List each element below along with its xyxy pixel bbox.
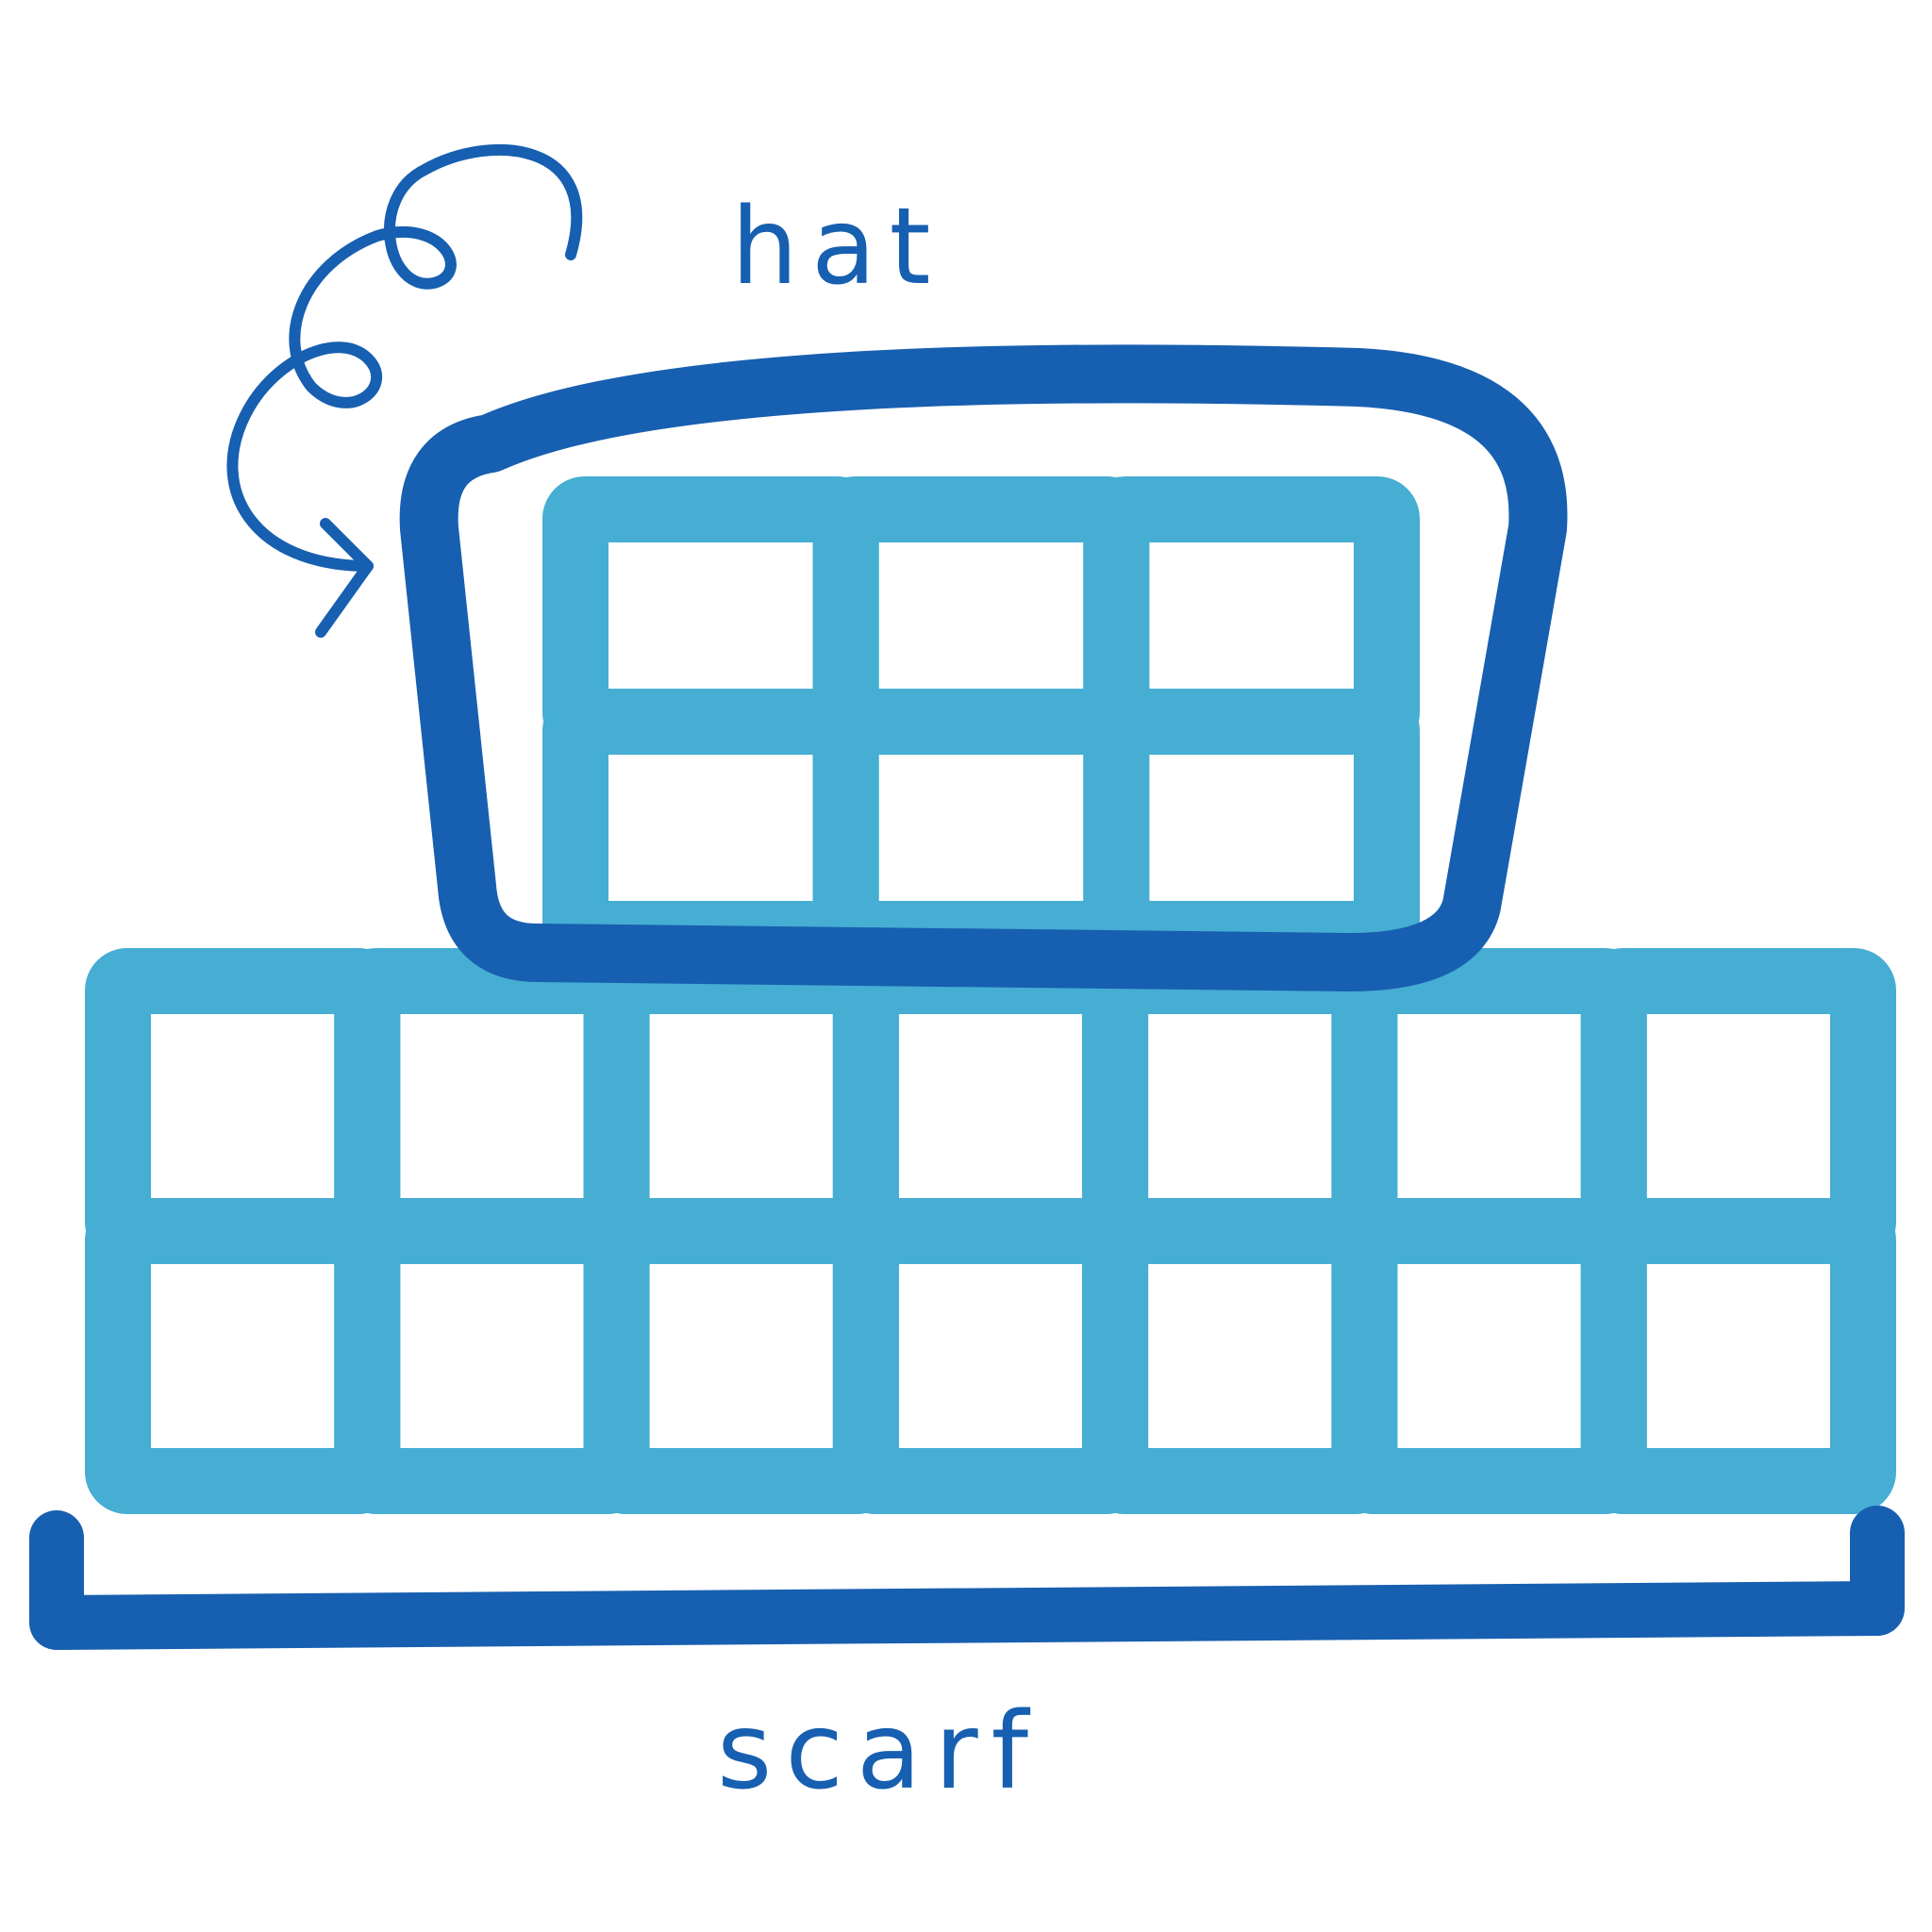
scarf-cell (832, 948, 1149, 1264)
curly-arrow-icon (226, 143, 583, 638)
scarf-cell (1331, 1198, 1647, 1514)
scarf-bracket (29, 1506, 1905, 1650)
hat-cell (812, 689, 1150, 967)
scarf-cell (1331, 948, 1647, 1264)
scarf-cell (1580, 948, 1896, 1264)
hat-cell (542, 689, 879, 967)
hat-cell (1083, 689, 1421, 967)
scarf-cell (334, 1198, 650, 1514)
scarf-cell (1580, 1198, 1896, 1514)
hat-outline (399, 344, 1568, 991)
scarf-grid (85, 948, 1896, 1514)
hat-label: hat (731, 186, 944, 308)
scarf-cell (85, 948, 401, 1264)
scarf-cell (832, 1198, 1149, 1514)
scarf-cell (334, 948, 650, 1264)
scarf-cell (85, 1198, 401, 1514)
scarf-cell (583, 948, 899, 1264)
scarf-cell (1082, 1198, 1398, 1514)
hat-grid (542, 476, 1421, 967)
scarf-cell (1082, 948, 1398, 1264)
scarf-label: scarf (717, 1690, 1041, 1813)
scarf-cell (583, 1198, 899, 1514)
